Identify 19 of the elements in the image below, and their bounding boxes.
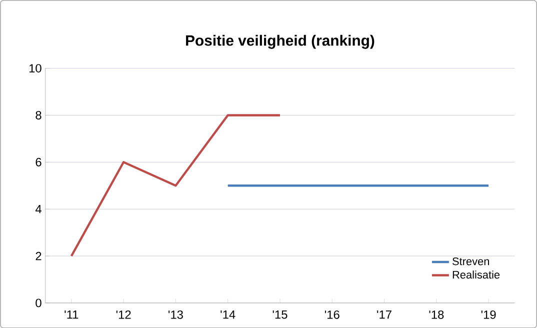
y-tick-label: 4 — [35, 204, 42, 214]
x-tick-label: '19 — [481, 310, 496, 319]
x-tick-label: '16 — [324, 310, 340, 319]
line-series — [70, 114, 282, 257]
legend-label: Realisatie — [452, 270, 500, 278]
chart-title: Positie veiligheid (ranking) — [186, 34, 374, 49]
y-tick-label: 6 — [36, 158, 42, 166]
x-tick-label: '11 — [64, 310, 78, 319]
y-tick-label: 0 — [36, 298, 42, 308]
x-tick-label: '18 — [429, 310, 444, 319]
legend-label: Streven — [452, 257, 489, 266]
x-tick-label: '12 — [116, 310, 131, 319]
x-tick-label: '14 — [220, 310, 236, 319]
y-tick-label: 2 — [36, 252, 42, 260]
y-tick-label: 10 — [29, 64, 42, 72]
y-tick-label: 8 — [36, 110, 42, 120]
x-tick-label: '17 — [377, 310, 392, 319]
x-tick-label: '15 — [272, 310, 288, 319]
x-tick-label: '13 — [168, 310, 183, 319]
